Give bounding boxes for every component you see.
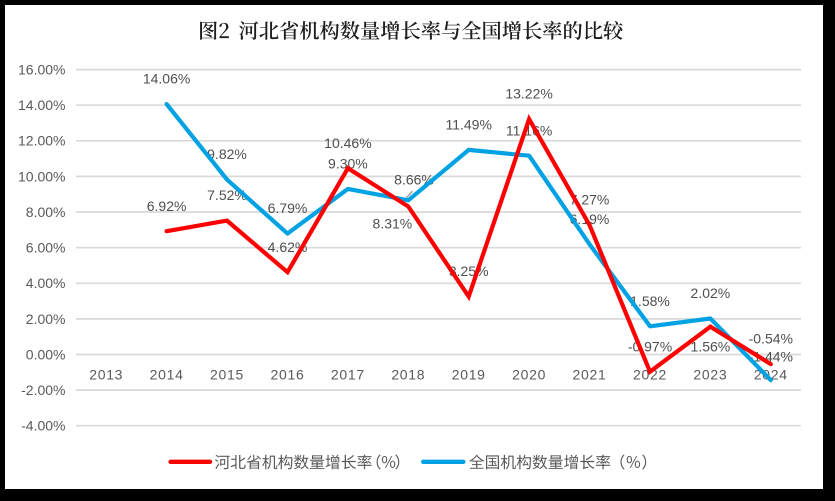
svg-text:2022: 2022: [633, 367, 667, 383]
svg-text:6.00%: 6.00%: [26, 240, 66, 256]
svg-text:2018: 2018: [391, 367, 425, 383]
svg-text:11.16%: 11.16%: [506, 122, 552, 138]
svg-text:-0.54%: -0.54%: [749, 331, 793, 347]
svg-text:2016: 2016: [271, 367, 305, 383]
svg-text:4.62%: 4.62%: [268, 239, 308, 255]
svg-text:1.58%: 1.58%: [630, 293, 670, 309]
svg-text:2020: 2020: [512, 367, 546, 383]
svg-text:9.82%: 9.82%: [207, 146, 247, 162]
svg-text:2021: 2021: [573, 367, 607, 383]
svg-text:13.22%: 13.22%: [505, 86, 552, 102]
svg-text:4.00%: 4.00%: [26, 275, 66, 291]
svg-text:6.19%: 6.19%: [570, 211, 610, 227]
svg-text:8.66%: 8.66%: [394, 172, 434, 188]
svg-text:2017: 2017: [331, 367, 365, 383]
svg-text:14.06%: 14.06%: [143, 71, 190, 87]
svg-text:10.46%: 10.46%: [324, 135, 371, 151]
svg-text:2023: 2023: [693, 367, 727, 383]
svg-text:11.49%: 11.49%: [445, 117, 491, 133]
svg-text:2.02%: 2.02%: [691, 285, 731, 301]
svg-text:10.00%: 10.00%: [18, 168, 65, 184]
svg-text:-2.00%: -2.00%: [21, 382, 65, 398]
svg-text:12.00%: 12.00%: [18, 133, 65, 149]
svg-text:2019: 2019: [452, 367, 486, 383]
svg-text:2014: 2014: [150, 367, 184, 383]
svg-text:6.92%: 6.92%: [147, 198, 187, 214]
svg-text:6.79%: 6.79%: [268, 200, 308, 216]
svg-text:9.30%: 9.30%: [328, 156, 368, 172]
svg-text:8.31%: 8.31%: [373, 216, 413, 232]
svg-text:-4.00%: -4.00%: [21, 418, 65, 434]
svg-text:14.00%: 14.00%: [18, 97, 65, 113]
svg-text:8.00%: 8.00%: [26, 204, 66, 220]
svg-text:2015: 2015: [210, 367, 244, 383]
svg-text:2.00%: 2.00%: [26, 311, 66, 327]
svg-text:1.56%: 1.56%: [691, 339, 731, 355]
svg-text:2013: 2013: [89, 367, 123, 383]
svg-text:0.00%: 0.00%: [26, 346, 66, 362]
svg-text:16.00%: 16.00%: [18, 62, 65, 78]
svg-text:-1.44%: -1.44%: [749, 349, 793, 365]
svg-text:-0.97%: -0.97%: [628, 338, 672, 354]
